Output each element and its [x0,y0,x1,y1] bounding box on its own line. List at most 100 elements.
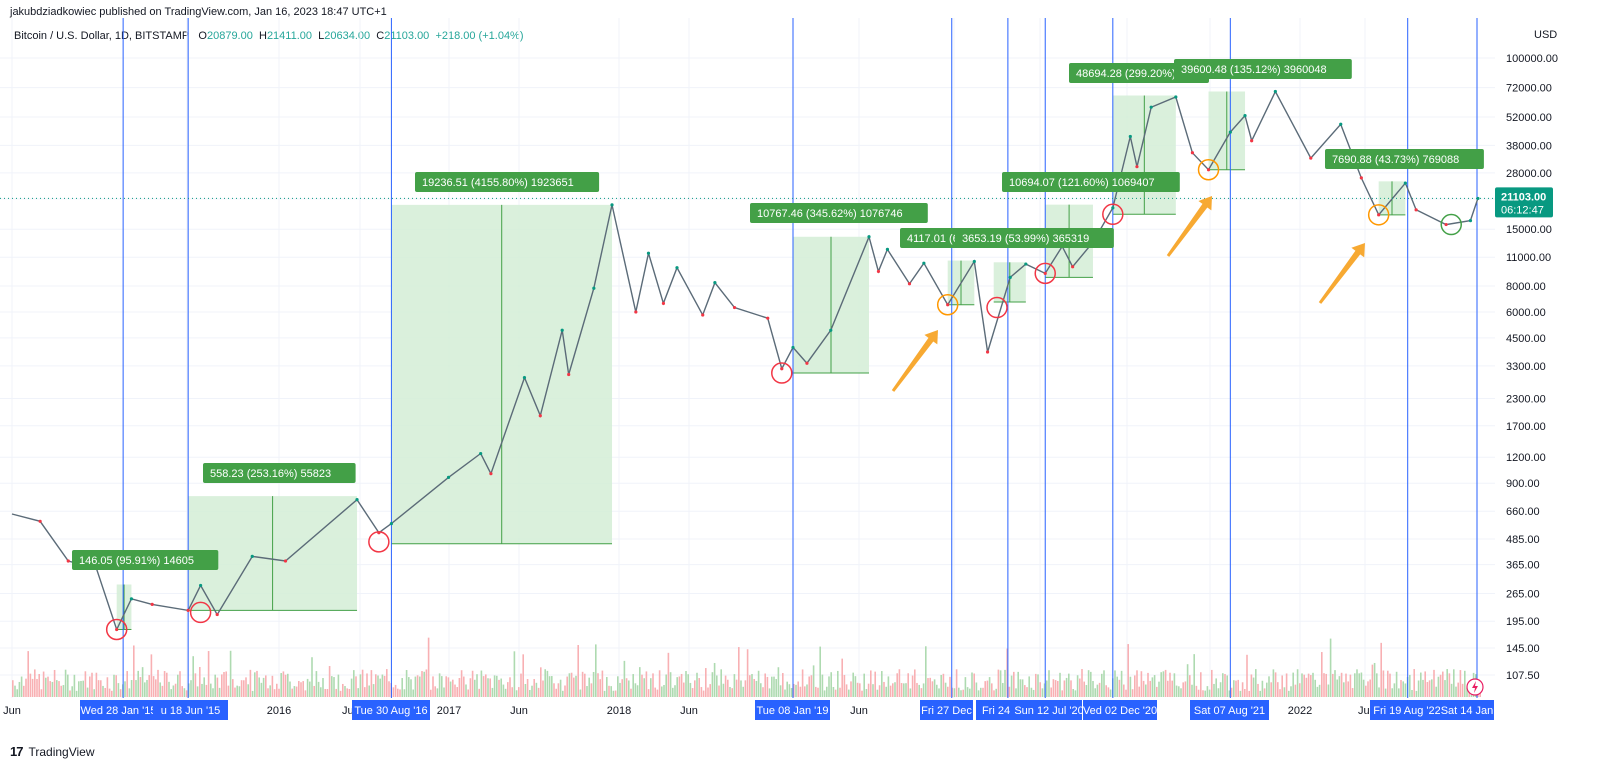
volume-bar [443,687,445,697]
volume-bar [69,690,71,697]
volume-bar [1156,686,1158,697]
price-point [829,328,833,332]
volume-bar [1360,672,1363,697]
volume-bar [361,669,364,697]
volume-bar [1094,688,1096,697]
volume-bar [346,688,348,697]
close-value: 21103.00 [384,30,430,42]
volume-bar [62,685,65,697]
y-tick-label: 1700.00 [1506,421,1546,433]
measure-label: 146.05 (95.91%) 14605 [79,555,194,567]
date-flag-bg [1190,700,1269,720]
volume-bar [524,684,527,697]
volume-bar [1345,673,1347,697]
volume-bar [148,675,150,697]
volume-bar [709,684,711,697]
volume-bar [991,683,993,697]
volume-bar [1131,689,1134,697]
volume-bar [1182,682,1184,697]
volume-bar [1442,671,1444,697]
volume-bar [410,679,412,697]
volume-bar [282,671,285,697]
volume-bar [601,670,604,697]
volume-bar [1096,684,1099,697]
volume-bar [36,678,38,697]
volume-bar [201,683,203,697]
date-flag-bg [352,700,430,720]
tradingview-brand: TradingView [28,744,95,759]
volume-bar [962,689,964,697]
volume-bar [144,682,146,697]
volume-bar [1138,686,1140,697]
volume-bar [645,671,648,697]
volume-bar [852,672,854,697]
volume-bar [1039,682,1041,697]
volume-bar [1224,674,1226,697]
volume-bar [1351,688,1354,697]
volume-bar [89,676,91,697]
symbol-name[interactable]: Bitcoin / U.S. Dollar, 1D, BITSTAMP [14,30,190,42]
volume-bar [865,689,868,697]
price-point [199,583,203,588]
volume-bar [284,674,287,697]
volume-bar [1272,669,1275,697]
volume-bar [139,677,142,697]
date-flag-label: Fri 24 [982,705,1010,717]
volume-bar [1021,679,1024,697]
volume-bar [1455,686,1457,697]
volume-bar [1464,670,1466,697]
volume-bar [749,675,751,697]
volume-bar [108,688,111,697]
volume-bar [918,684,920,697]
volume-bar [1389,673,1391,697]
volume-bar [819,646,821,697]
volume-bar [60,685,62,697]
volume-bar [1197,689,1200,697]
volume-bar [97,680,100,697]
date-flag-label: Sat 07 Aug '21 [1194,705,1265,717]
annotation-arrow [1318,243,1365,304]
volume-bar [1087,670,1090,697]
volume-bar [207,651,210,697]
volume-bar [1057,680,1059,697]
volume-bar [1114,670,1116,697]
volume-bar [665,674,667,697]
x-tick-label: Jun [850,705,868,717]
volume-bar [159,682,161,697]
date-flag-bg [1083,700,1157,720]
volume-bar [960,690,962,697]
price-point [215,612,219,617]
volume-bar [14,685,16,697]
volume-bar [766,676,769,697]
price-point [1228,130,1232,134]
volume-bar [34,669,36,697]
volume-bar [471,670,474,697]
volume-bar [80,680,82,697]
volume-bar [603,690,606,697]
volume-bar [1107,687,1110,697]
volume-bar [1340,672,1343,697]
measure-label-bg [72,550,219,570]
volume-bar [1329,638,1332,697]
date-flag-bg [920,700,973,720]
volume-bar [727,679,729,697]
volume-bar [568,673,571,697]
volume-bar [394,684,397,697]
volume-bar [630,688,632,697]
volume-bar [1296,669,1299,697]
price-point [946,303,950,307]
y-tick-label: 28000.00 [1506,168,1552,180]
date-flag-bg [755,700,830,720]
volume-bar [298,681,300,697]
volume-bar [914,669,916,697]
volume-bar [612,690,615,697]
volume-bar [1079,678,1081,697]
volume-bar [672,687,674,697]
volume-bar [1270,682,1272,697]
volume-bar [1230,687,1233,697]
volume-bar [667,652,670,697]
volume-bar [1433,669,1435,697]
y-tick-label: 265.00 [1506,589,1540,601]
volume-bar [256,670,258,697]
